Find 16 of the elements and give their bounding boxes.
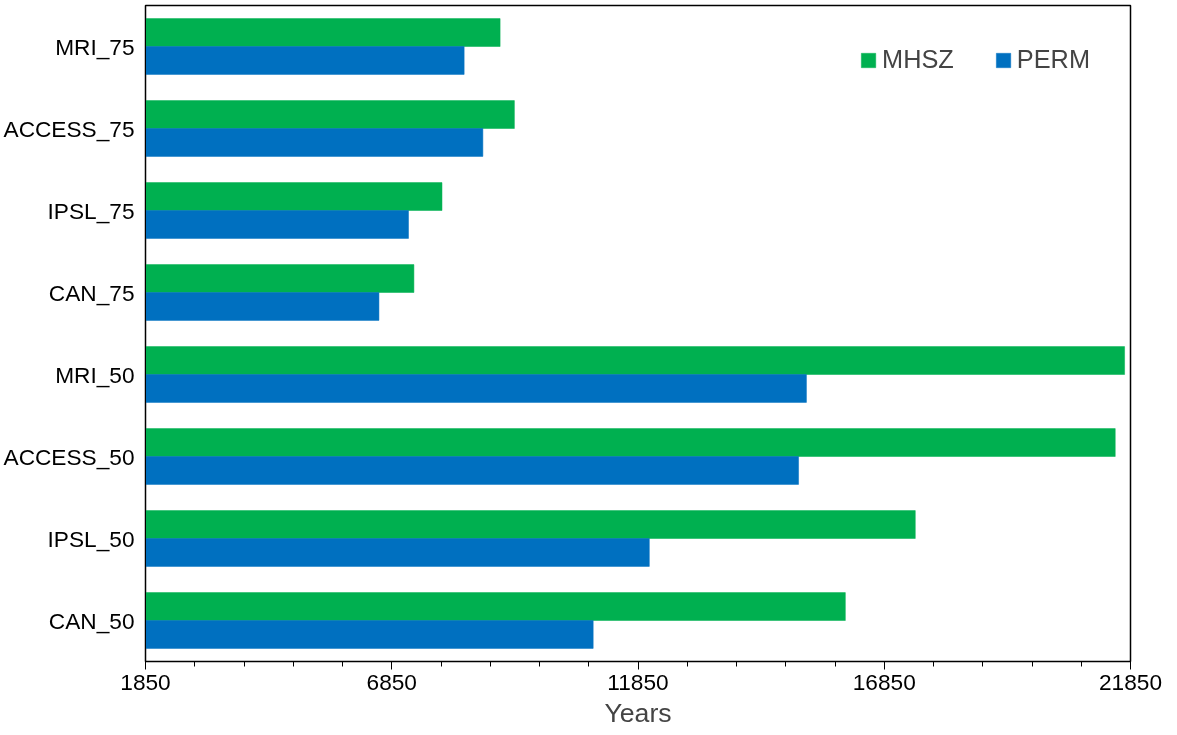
y-tick-label: IPSL_50 [47, 525, 135, 552]
x-axis-title: Years [604, 697, 672, 728]
y-tick-label: ACCESS_50 [3, 443, 135, 470]
y-tick-label: MRI_75 [55, 33, 135, 60]
legend-label: MHSZ [882, 45, 954, 74]
x-tick-label: 16850 [852, 668, 916, 695]
x-tick-label: 21850 [1099, 668, 1163, 695]
y-tick-label: MRI_50 [55, 361, 135, 388]
y-tick-label: IPSL_75 [47, 197, 135, 224]
y-tick-label: CAN_75 [48, 279, 135, 306]
x-tick-label: 1850 [120, 668, 171, 695]
x-tick-label: 11850 [607, 668, 669, 695]
y-tick-label: CAN_50 [48, 607, 135, 634]
y-tick-label: ACCESS_75 [3, 115, 135, 142]
x-tick-label: 6850 [366, 668, 417, 695]
legend-label: PERM [1016, 45, 1090, 74]
